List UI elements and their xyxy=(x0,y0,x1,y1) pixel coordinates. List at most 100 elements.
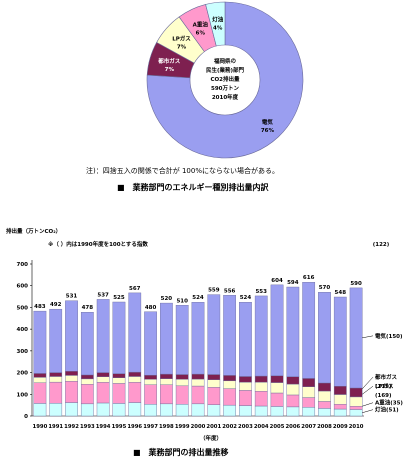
bar-segment-lp_gas xyxy=(65,375,78,382)
x-tick-label: 2010 xyxy=(349,424,364,430)
bar-segment-kerosene xyxy=(239,405,252,417)
bar-total-label: 524 xyxy=(192,295,204,301)
y-tick-label: 300 xyxy=(17,349,29,355)
bar-segment-city_gas xyxy=(96,372,110,377)
bar-segment-lp_gas xyxy=(191,378,205,387)
bar-segment-kerosene xyxy=(191,403,205,417)
y-tick-label: 600 xyxy=(17,284,29,290)
bar-segment-city_gas xyxy=(223,375,236,382)
legend-label-lp_gas: LPガス xyxy=(375,382,394,390)
bar-total-label: 567 xyxy=(129,286,141,292)
bar-segment-electricity xyxy=(128,292,142,373)
bar-segment-a_fuel_oil xyxy=(49,381,63,404)
bar-segment-electricity xyxy=(33,310,47,374)
bar-segment-city_gas xyxy=(144,374,157,380)
pie-note: 注)：四捨五入の関係で合計が 100%にならない場合がある。 xyxy=(86,166,279,175)
legend-index-lp_gas: (169) xyxy=(375,393,392,399)
legend-label-electricity: 電気(150) xyxy=(375,332,403,340)
bar-segment-a_fuel_oil xyxy=(128,382,142,403)
bar-segment-electricity xyxy=(223,295,236,376)
bar-segment-kerosene xyxy=(207,404,221,417)
bar-segment-lp_gas xyxy=(318,390,331,402)
bar-segment-lp_gas xyxy=(333,394,347,405)
x-tick-label: 1996 xyxy=(127,424,142,430)
pie-slice-name-city_gas: 都市ガス xyxy=(157,57,181,65)
bar-total-label: 537 xyxy=(97,292,109,298)
bar-segment-kerosene xyxy=(254,405,268,417)
bar-segment-kerosene xyxy=(318,408,331,417)
bar-total-label: 480 xyxy=(145,305,157,311)
bar-segment-city_gas xyxy=(65,371,78,376)
pie-slice-percent-lp_gas: 7% xyxy=(177,45,187,51)
bar-total-label: 483 xyxy=(34,304,46,310)
bar-segment-electricity xyxy=(144,311,157,376)
bar-segment-electricity xyxy=(175,305,189,375)
pie-slice-name-kerosene: 灯油 xyxy=(212,16,224,24)
bar-segment-kerosene xyxy=(302,407,316,417)
x-tick-label: 2006 xyxy=(285,424,300,430)
x-tick-label: 1993 xyxy=(80,424,95,430)
legend-label-city_gas: 都市ガス xyxy=(374,373,398,381)
bar-segment-kerosene xyxy=(33,403,47,417)
bar-segment-electricity xyxy=(254,295,268,377)
bar-segment-kerosene xyxy=(160,403,173,417)
bar-segment-electricity xyxy=(112,301,126,374)
bar-segment-city_gas xyxy=(286,376,300,385)
bar-index-label-2010: (122) xyxy=(373,242,390,248)
x-tick-label: 2007 xyxy=(301,424,316,430)
bar-segment-a_fuel_oil xyxy=(96,382,110,404)
bar-segment-a_fuel_oil xyxy=(144,384,157,405)
bar-total-label: 553 xyxy=(255,289,267,295)
pie-center-line-2: 民生(業務)部門 xyxy=(206,66,245,74)
bar-segment-lp_gas xyxy=(96,376,110,383)
bar-segment-kerosene xyxy=(96,402,110,417)
x-tick-label: 2002 xyxy=(222,424,237,430)
bar-total-label: 616 xyxy=(303,275,315,281)
bar-segment-lp_gas xyxy=(302,386,316,398)
y-tick-label: 100 xyxy=(17,392,29,398)
bar-segment-kerosene xyxy=(333,408,347,417)
bar-y-ticks: 0 100 200 300 400 500 600 700 xyxy=(17,262,32,420)
bar-total-label: 531 xyxy=(66,294,78,300)
x-tick-label: 2009 xyxy=(333,424,348,430)
x-tick-label: 1991 xyxy=(48,424,63,430)
bar-segment-city_gas xyxy=(318,382,331,392)
bar-segment-lp_gas xyxy=(286,383,300,396)
bar-segment-city_gas xyxy=(349,387,363,398)
bar-total-label: 559 xyxy=(208,288,220,294)
bar-segment-a_fuel_oil xyxy=(254,391,268,407)
bar-segment-a_fuel_oil xyxy=(160,384,173,405)
bar-segment-kerosene xyxy=(49,402,63,417)
bar-segment-kerosene xyxy=(80,403,94,417)
bar-segment-city_gas xyxy=(175,374,189,380)
pie-slice-name-lp_gas: LPガス xyxy=(172,35,191,43)
bar-segment-city_gas xyxy=(80,374,94,380)
bar-segment-city_gas xyxy=(302,378,316,387)
bar-segment-a_fuel_oil xyxy=(349,406,363,410)
bar-segment-electricity xyxy=(65,300,78,372)
bar-segment-kerosene xyxy=(112,403,126,417)
pie-center-line-5: 2010年度 xyxy=(212,93,239,101)
bar-segment-a_fuel_oil xyxy=(302,397,316,408)
bar-total-label: 556 xyxy=(224,288,236,294)
bar-y-axis-label: 排出量（万トンCO₂） xyxy=(6,227,61,235)
pie-slice-percent-city_gas: 7% xyxy=(165,67,175,73)
bar-segment-a_fuel_oil xyxy=(80,384,94,405)
bar-total-label: 492 xyxy=(50,302,62,308)
bar-segment-lp_gas xyxy=(49,376,63,383)
bar-segment-kerosene xyxy=(128,402,142,417)
pie-slice-percent-a_fuel_oil: 6% xyxy=(196,31,206,37)
bar-segment-city_gas xyxy=(49,372,63,377)
bar-segment-electricity xyxy=(96,299,110,373)
bar-total-label: 510 xyxy=(176,298,188,304)
bar-segment-lp_gas xyxy=(128,376,142,383)
y-tick-label: 400 xyxy=(17,327,29,333)
x-tick-label: 2000 xyxy=(191,424,206,430)
x-tick-label: 1998 xyxy=(159,424,174,430)
x-tick-label: 1995 xyxy=(112,424,127,430)
bar-segment-electricity xyxy=(318,292,331,384)
bar-segment-lp_gas xyxy=(270,382,284,394)
bar-segment-a_fuel_oil xyxy=(318,401,331,409)
pie-slice-percent-kerosene: 4% xyxy=(213,26,223,32)
